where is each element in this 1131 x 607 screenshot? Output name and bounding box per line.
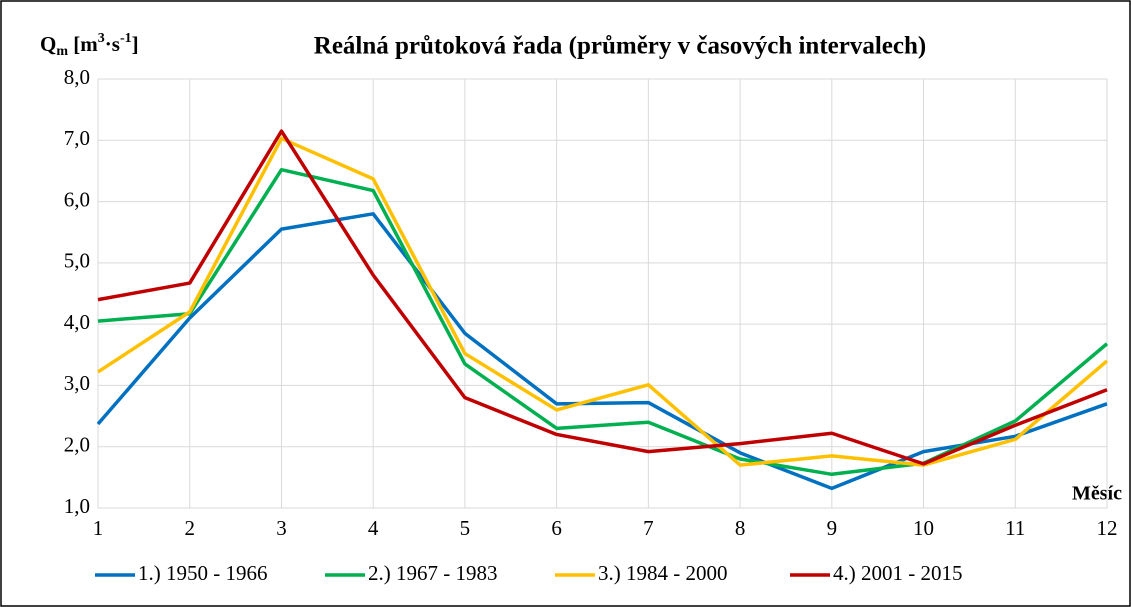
x-tick-label: 3 — [276, 516, 287, 540]
x-tick-label: 7 — [643, 516, 654, 540]
legend-item: 1.) 1950 - 1966 — [95, 561, 268, 585]
data-line — [97, 136, 1109, 467]
x-tick-label: 1 — [93, 516, 104, 540]
y-tick-label: 8,0 — [64, 65, 90, 89]
y-tick-label: 6,0 — [64, 187, 90, 211]
legend-item: 2.) 1967 - 1983 — [325, 561, 498, 585]
legend-label: 1.) 1950 - 1966 — [138, 561, 268, 585]
y-tick-label: 1,0 — [64, 494, 90, 518]
legend-label: 2.) 1967 - 1983 — [368, 561, 498, 585]
x-axis-label: Měsíc — [1072, 483, 1122, 505]
x-tick-label: 10 — [913, 516, 934, 540]
y-tick-label: 3,0 — [64, 371, 90, 395]
x-tick-label: 12 — [1097, 516, 1118, 540]
y-tick-label: 7,0 — [64, 126, 90, 150]
x-tick-label: 9 — [827, 516, 838, 540]
x-tick-label: 5 — [460, 516, 471, 540]
y-axis-label: Qm [m3·s-1] — [40, 31, 139, 59]
x-tick-label: 8 — [735, 516, 746, 540]
x-tick-label: 4 — [368, 516, 379, 540]
y-tick-label: 5,0 — [64, 249, 90, 273]
x-tick-label: 11 — [1005, 516, 1025, 540]
data-line — [96, 212, 1108, 491]
y-tick-label: 2,0 — [64, 433, 90, 457]
legend-label: 3.) 1984 - 2000 — [598, 561, 728, 585]
data-line — [97, 129, 1108, 466]
chart-title: Reálná průtoková řada (průměry v časovýc… — [314, 33, 926, 60]
x-tick-label: 2 — [184, 516, 195, 540]
legend-item: 3.) 1984 - 2000 — [555, 561, 728, 585]
legend-item: 4.) 2001 - 2015 — [790, 561, 963, 585]
y-tick-label: 4,0 — [64, 310, 90, 334]
legend-label: 4.) 2001 - 2015 — [833, 561, 963, 585]
x-tick-label: 6 — [551, 516, 562, 540]
